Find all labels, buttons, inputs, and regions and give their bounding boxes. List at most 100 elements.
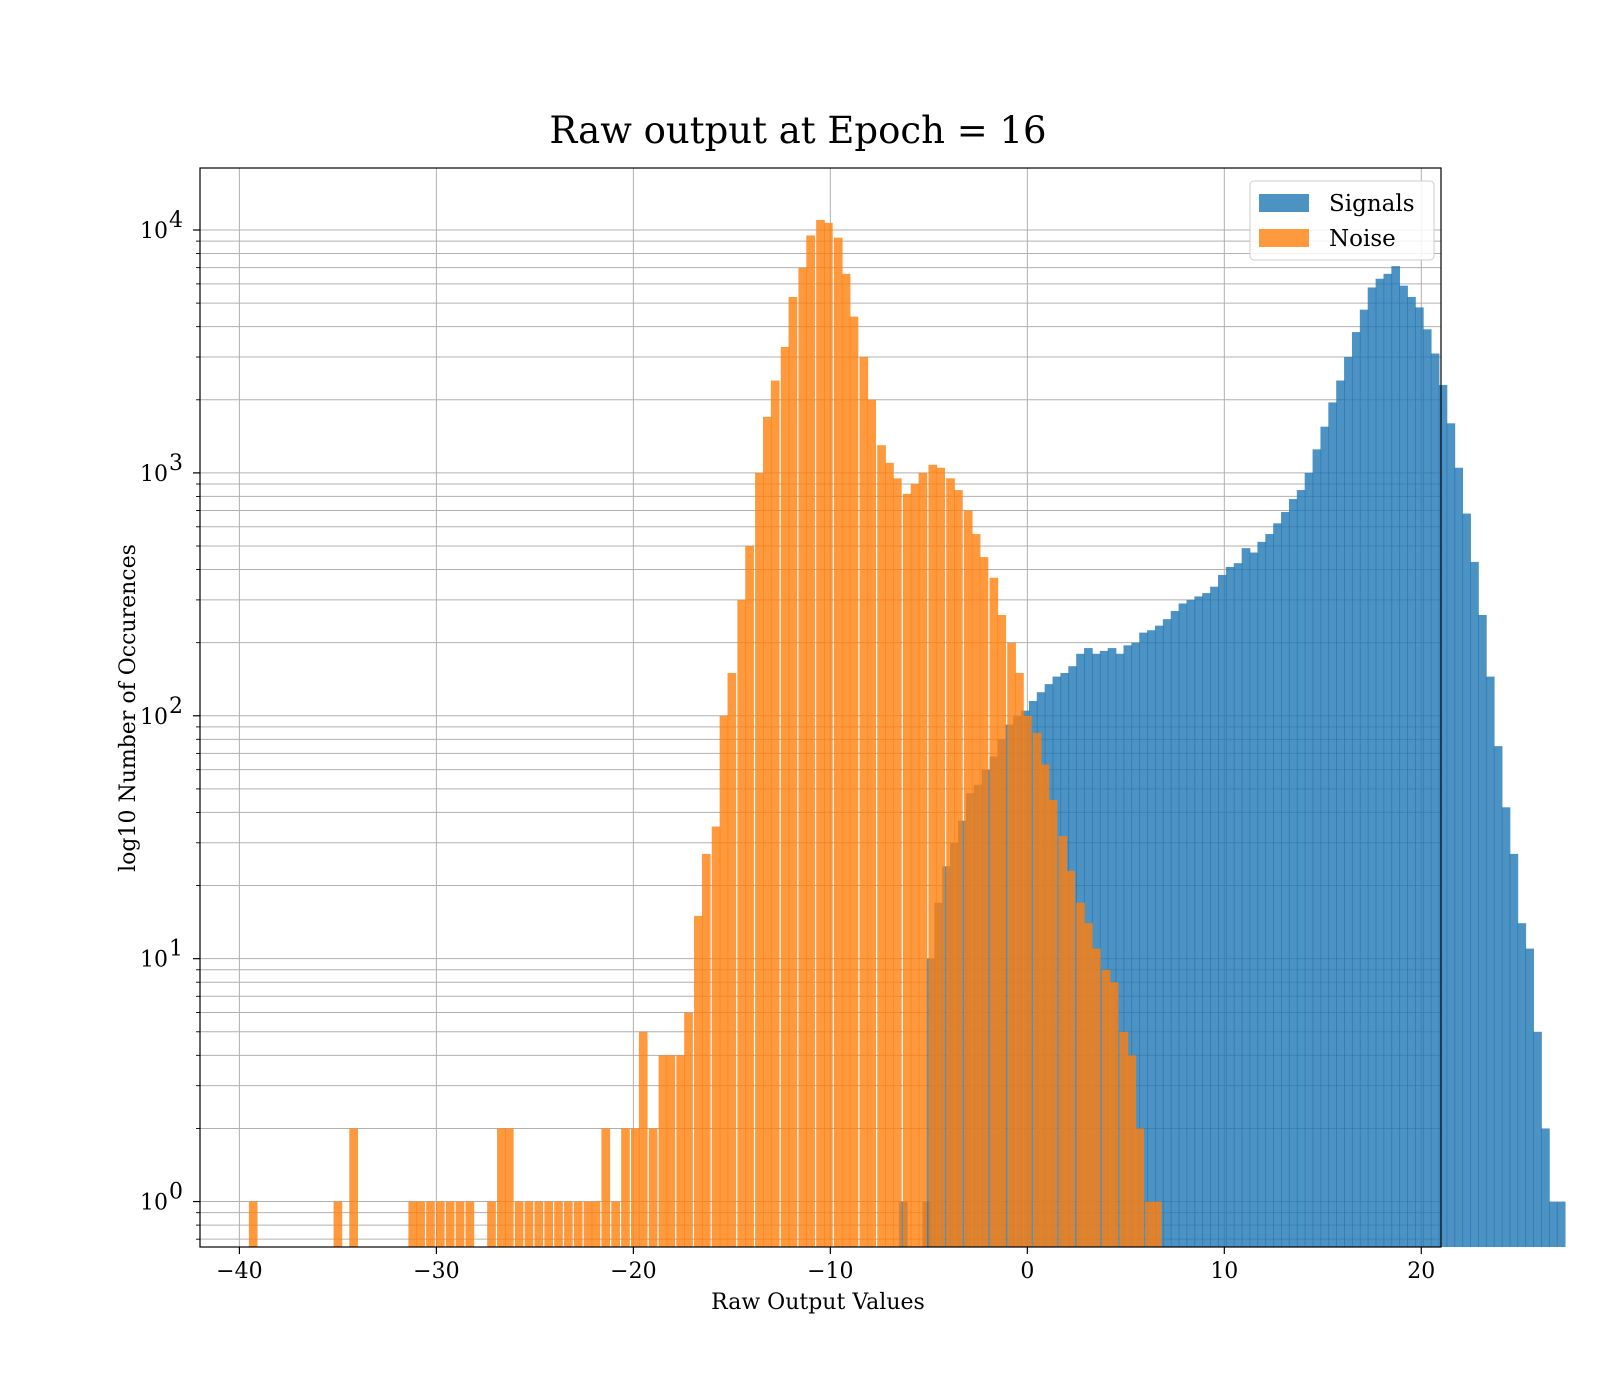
histogram-bar	[902, 493, 912, 1248]
histogram-bar	[554, 1201, 563, 1247]
histogram-bar	[455, 1201, 465, 1247]
histogram-bar	[504, 1128, 514, 1247]
histogram-bar	[1541, 1128, 1550, 1247]
histogram-bar	[1107, 648, 1117, 1247]
histogram-bar	[694, 915, 703, 1247]
histogram-bars	[248, 219, 1566, 1248]
histogram-bar	[1454, 467, 1464, 1247]
histogram-bar	[1288, 499, 1298, 1248]
histogram-bar	[892, 478, 902, 1247]
histogram-bar	[1478, 614, 1487, 1247]
histogram-bar	[666, 1055, 676, 1247]
histogram-bar	[727, 673, 737, 1247]
histogram-bar	[1032, 732, 1042, 1247]
y-tick-exponent: 4	[169, 208, 183, 233]
histogram-bar	[918, 472, 928, 1247]
histogram-bar	[946, 478, 955, 1247]
histogram-bar	[979, 557, 989, 1247]
y-tick-label: 10	[140, 462, 168, 487]
histogram-bar	[676, 1055, 685, 1247]
histogram-bar	[780, 346, 790, 1247]
histogram-bar	[963, 510, 973, 1247]
histogram-bar	[1281, 512, 1290, 1247]
histogram-bar	[989, 577, 999, 1247]
histogram-bar	[1391, 266, 1401, 1247]
histogram-bar	[1023, 715, 1032, 1247]
histogram-bar	[1109, 982, 1119, 1247]
histogram-bar	[514, 1201, 524, 1247]
histogram-bar	[841, 273, 851, 1248]
histogram-bar	[1040, 764, 1050, 1247]
histogram-bar	[1320, 426, 1330, 1247]
histogram-bar	[1249, 552, 1259, 1247]
histogram-bar	[1296, 490, 1306, 1247]
legend-label-noise: Noise	[1329, 226, 1396, 252]
histogram-bar	[1119, 1031, 1129, 1247]
histogram-bar	[1367, 287, 1377, 1248]
y-tick-exponent: 2	[169, 694, 183, 719]
histogram-bar	[1099, 650, 1109, 1247]
histogram-bar	[426, 1201, 435, 1247]
x-tick-label: 10	[1210, 1259, 1238, 1284]
histogram-bar	[1501, 807, 1511, 1247]
histogram-bar	[1084, 923, 1093, 1247]
histogram-bar	[1186, 599, 1196, 1247]
histogram-bar	[1509, 853, 1519, 1247]
histogram-bar	[1194, 596, 1204, 1247]
histogram-bar	[1066, 870, 1076, 1247]
histogram-bar	[1007, 642, 1016, 1247]
y-tick-label: 10	[140, 705, 168, 730]
histogram-bar	[1241, 548, 1251, 1247]
histogram-bar	[1485, 676, 1495, 1247]
histogram-bar	[1399, 285, 1408, 1247]
histogram-bar	[1101, 969, 1111, 1247]
x-tick-label: −10	[807, 1259, 853, 1284]
x-tick-label: −40	[216, 1259, 262, 1284]
histogram-bar	[1446, 423, 1456, 1247]
histogram-bar	[1493, 746, 1503, 1247]
histogram-bar	[564, 1201, 573, 1247]
histogram-bar	[1304, 472, 1314, 1247]
histogram-bar	[601, 1128, 611, 1247]
histogram-bar	[1407, 296, 1416, 1248]
histogram-bar	[1265, 534, 1274, 1247]
histogram-bar	[745, 546, 754, 1247]
y-tick-label: 10	[140, 948, 168, 973]
histogram-bar	[936, 467, 945, 1247]
histogram-bar	[1548, 1201, 1558, 1247]
plot-frame	[199, 167, 1442, 1248]
histogram-bar	[1218, 574, 1227, 1247]
histogram-bar	[885, 462, 894, 1248]
histogram-bar	[1533, 1031, 1542, 1247]
legend-label-signals: Signals	[1329, 191, 1415, 217]
histogram-bar	[1525, 948, 1534, 1247]
x-tick-label: 20	[1407, 1259, 1435, 1284]
x-tick-label: −30	[413, 1259, 459, 1284]
histogram-bar	[497, 1128, 506, 1247]
y-tick-label: 10	[140, 219, 168, 244]
histogram-bar	[1273, 523, 1282, 1247]
histogram-bar	[1202, 593, 1211, 1247]
histogram-bar	[1344, 357, 1353, 1247]
histogram-bar	[1422, 329, 1432, 1248]
histogram-bar	[1336, 380, 1345, 1247]
histogram-bar	[816, 219, 825, 1248]
histogram-bar	[1225, 566, 1235, 1247]
x-axis-label: Raw Output Values	[711, 1290, 925, 1315]
histogram-bar	[1147, 630, 1156, 1247]
histogram-bar	[1048, 800, 1058, 1247]
histogram-bar	[1351, 332, 1361, 1247]
histogram-bar	[583, 1201, 593, 1247]
histogram-bar	[1123, 645, 1133, 1247]
histogram-bar	[1462, 513, 1471, 1247]
histogram-bar	[1375, 278, 1385, 1247]
histogram-bar	[762, 416, 772, 1247]
histogram-bar	[1470, 561, 1479, 1247]
y-tick-exponent: 3	[169, 451, 183, 476]
histogram-bar	[684, 1012, 693, 1247]
histogram-bar	[591, 1201, 601, 1247]
histogram-bar	[1131, 642, 1141, 1247]
histogram-bar	[719, 715, 729, 1247]
histogram-bar	[1430, 353, 1440, 1247]
histogram-bar	[524, 1201, 534, 1247]
